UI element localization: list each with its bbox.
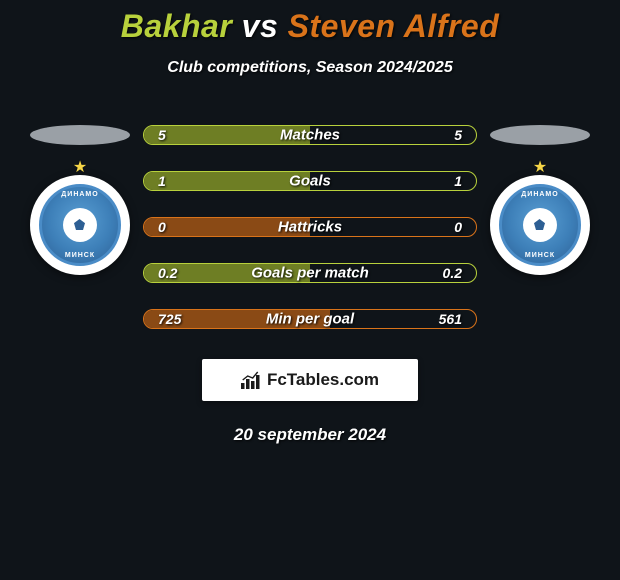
chart-icon (241, 371, 261, 389)
crest-bottom-text: МИНСК (502, 252, 578, 259)
stat-row: 1 Goals 1 (143, 171, 477, 191)
comparison-date: 20 september 2024 (0, 425, 620, 445)
crest-star-icon: ★ (533, 157, 547, 177)
player2-name: Steven Alfred (288, 8, 500, 44)
player1-club-crest: ★ ДИНАМО МИНСК (30, 175, 130, 275)
stat-right-value: 1 (454, 173, 462, 189)
branding-badge[interactable]: FcTables.com (202, 359, 418, 401)
player1-silhouette (30, 125, 130, 145)
stat-left-value: 5 (158, 127, 166, 143)
crest-bottom-text: МИНСК (42, 252, 118, 259)
stats-column: 5 Matches 5 1 Goals 1 0 Hattricks 0 0.2 Goals per … (135, 125, 485, 329)
stat-right-value: 561 (439, 311, 462, 327)
player2-silhouette (490, 125, 590, 145)
crest-star-icon: ★ (73, 157, 87, 177)
player2-club-crest: ★ ДИНАМО МИНСК (490, 175, 590, 275)
vs-text: vs (232, 8, 287, 44)
stat-left-value: 0 (158, 219, 166, 235)
stat-label: Min per goal (266, 311, 354, 328)
crest-ball-icon (63, 208, 97, 242)
subtitle: Club competitions, Season 2024/2025 (0, 59, 620, 77)
stat-row: 5 Matches 5 (143, 125, 477, 145)
stat-row: 0 Hattricks 0 (143, 217, 477, 237)
comparison-title: Bakhar vs Steven Alfred (0, 8, 620, 45)
player1-name: Bakhar (121, 8, 233, 44)
stat-fill-bar (144, 172, 310, 190)
stat-label: Goals per match (251, 265, 369, 282)
stat-label: Goals (289, 173, 331, 190)
player1-column: ★ ДИНАМО МИНСК (25, 125, 135, 275)
crest-ball-icon (523, 208, 557, 242)
main-comparison-area: ★ ДИНАМО МИНСК 5 Matches 5 1 Goals 1 0 Hattrick… (0, 125, 620, 329)
stat-row: 0.2 Goals per match 0.2 (143, 263, 477, 283)
stat-left-value: 725 (158, 311, 181, 327)
player2-column: ★ ДИНАМО МИНСК (485, 125, 595, 275)
stat-label: Matches (280, 127, 340, 144)
crest-top-text: ДИНАМО (42, 191, 118, 198)
stat-row: 725 Min per goal 561 (143, 309, 477, 329)
branding-text: FcTables.com (267, 370, 379, 390)
stat-right-value: 0 (454, 219, 462, 235)
stat-right-value: 0.2 (443, 265, 462, 281)
stat-left-value: 0.2 (158, 265, 177, 281)
stat-right-value: 5 (454, 127, 462, 143)
stat-label: Hattricks (278, 219, 342, 236)
stat-left-value: 1 (158, 173, 166, 189)
crest-top-text: ДИНАМО (502, 191, 578, 198)
